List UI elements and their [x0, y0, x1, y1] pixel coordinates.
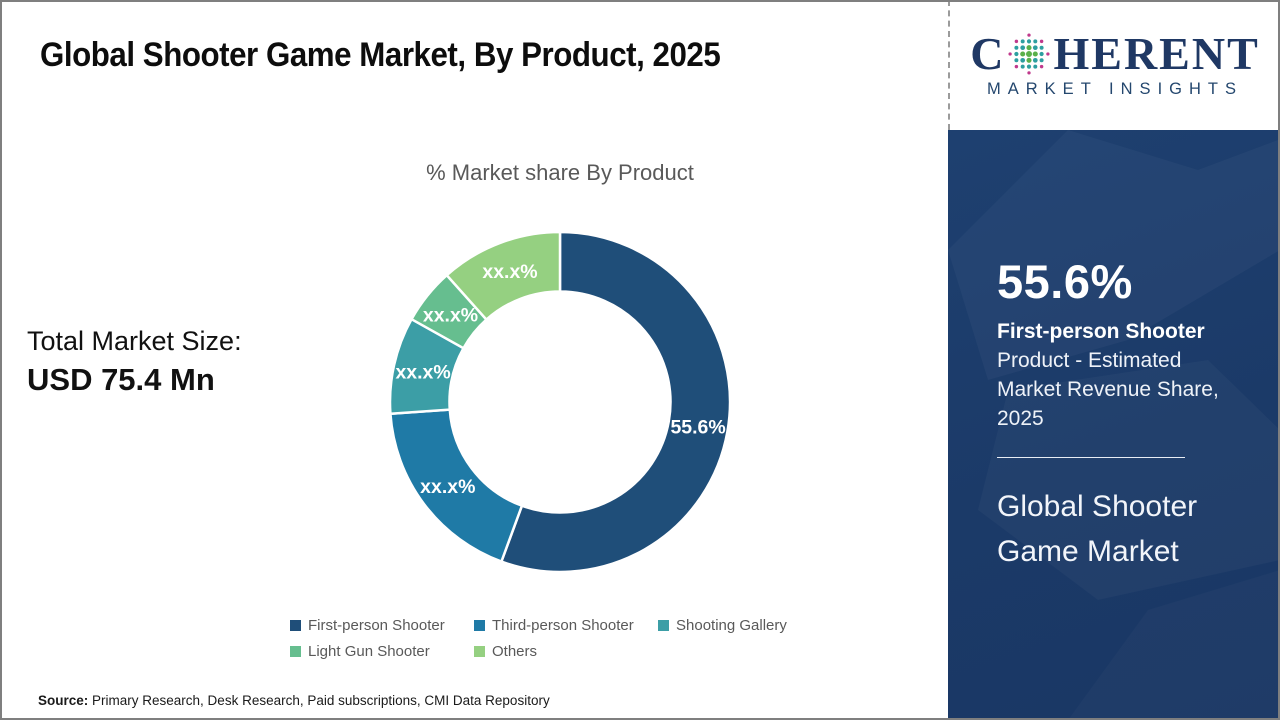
logo-text-c: C: [970, 28, 1006, 79]
logo-globe-dot: [1033, 51, 1039, 57]
chart-legend: First-person Shooter Third-person Shooter…: [290, 617, 888, 660]
legend-label: Shooting Gallery: [676, 617, 787, 634]
logo-globe-dot: [1026, 45, 1033, 51]
logo-globe-dot: [1008, 52, 1013, 56]
legend-swatch-icon: [290, 620, 301, 631]
logo-globe-dot: [1033, 57, 1039, 63]
logo-globe-dot: [1040, 45, 1045, 50]
legend-item: Shooting Gallery: [658, 617, 888, 634]
logo-globe-dot: [1040, 39, 1044, 44]
logo-globe-dot: [1021, 39, 1026, 44]
logo-globe-dot: [1033, 64, 1038, 69]
legend-label: First-person Shooter: [308, 617, 445, 634]
highlight-stat-segment: First-person Shooter: [997, 320, 1205, 343]
source-label: Source:: [38, 693, 89, 708]
legend-swatch-icon: [474, 620, 485, 631]
legend-swatch-icon: [290, 646, 301, 657]
sidebar-panel: 55.6% First-person Shooter Product - Est…: [948, 130, 1280, 720]
legend-item: Third-person Shooter: [474, 617, 658, 634]
logo-globe-dot: [1046, 52, 1051, 56]
legend-item: Others: [474, 643, 658, 660]
highlight-stat-value: 55.6%: [997, 255, 1133, 308]
donut-slice-label: xx.x%: [423, 304, 478, 326]
logo-tagline: MARKET INSIGHTS: [987, 80, 1243, 98]
logo-globe-dot: [1040, 64, 1044, 69]
logo-globe-dot: [1039, 51, 1045, 57]
source-note: Source: Primary Research, Desk Research,…: [38, 693, 550, 708]
donut-slice-label: xx.x%: [420, 476, 475, 498]
legend-item: First-person Shooter: [290, 617, 474, 634]
logo-wordmark: C HERENT: [970, 31, 1260, 77]
legend-swatch-icon: [658, 620, 669, 631]
source-text: Primary Research, Desk Research, Paid su…: [92, 693, 550, 708]
donut-slice-label: 55.6%: [670, 417, 725, 439]
logo-globe-dot: [1033, 39, 1038, 44]
sidebar-divider: [997, 457, 1185, 458]
logo-globe-dot: [1027, 64, 1032, 69]
highlight-stat-rest: Product - Estimated Market Revenue Share…: [997, 349, 1219, 430]
company-logo: C HERENT MARKET INSIGHTS: [948, 0, 1280, 130]
donut-slice-label: xx.x%: [395, 361, 450, 383]
highlight-stat-description: First-person Shooter Product - Estimated…: [997, 317, 1232, 433]
logo-globe-dot: [1027, 39, 1032, 44]
total-market-size: Total Market Size: USD 75.4 Mn: [27, 326, 242, 398]
total-market-label: Total Market Size:: [27, 326, 242, 356]
logo-globe-dot: [1033, 45, 1039, 51]
logo-globe-dot: [1020, 45, 1026, 51]
logo-globe-dot: [1015, 64, 1019, 69]
logo-globe-dot: [1014, 45, 1019, 50]
chart-title: % Market share By Product: [426, 160, 694, 185]
logo-globe-dot: [1020, 51, 1026, 57]
logo-globe-dot: [1026, 51, 1033, 57]
donut-slice-others: [445, 230, 562, 322]
donut-slice-label: xx.x%: [482, 261, 537, 283]
donut-chart: 55.6%xx.x%xx.x%xx.x%xx.x%: [388, 230, 732, 574]
logo-globe-dot: [1027, 71, 1032, 75]
logo-globe-dot: [1026, 57, 1033, 63]
logo-globe-icon: [1008, 33, 1051, 75]
legend-label: Third-person Shooter: [492, 617, 634, 634]
legend-label: Light Gun Shooter: [308, 643, 430, 660]
logo-globe-dot: [1015, 39, 1019, 44]
donut-slice-first-person-shooter: [499, 230, 732, 574]
total-market-value: USD 75.4 Mn: [27, 362, 215, 397]
logo-globe-dot: [1014, 58, 1019, 63]
logo-text-herent: HERENT: [1053, 28, 1260, 79]
legend-item: Light Gun Shooter: [290, 643, 474, 660]
logo-globe-dot: [1014, 51, 1019, 57]
logo-globe-dot: [1020, 57, 1026, 63]
logo-globe-dot: [1040, 58, 1045, 63]
legend-label: Others: [492, 643, 538, 660]
page-title: Global Shooter Game Market, By Product, …: [40, 36, 721, 74]
sidebar-market-name: Global Shooter Game Market: [997, 490, 1198, 568]
legend-swatch-icon: [474, 646, 485, 657]
logo-globe-dot: [1021, 64, 1026, 69]
logo-globe-dot: [1027, 33, 1032, 37]
